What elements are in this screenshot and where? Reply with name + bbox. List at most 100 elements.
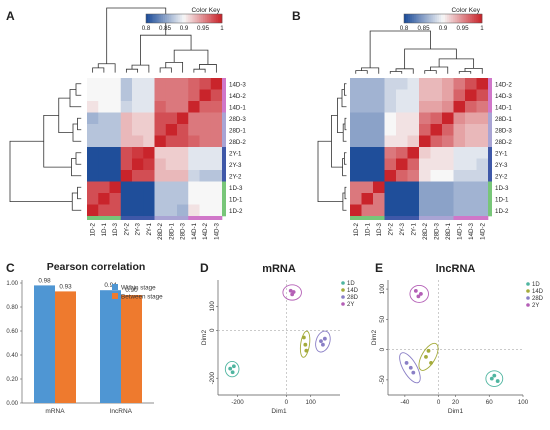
heatmap-cell bbox=[210, 135, 223, 148]
col-group-bar bbox=[87, 216, 99, 220]
heatmap-cell bbox=[350, 147, 362, 159]
group-ellipse bbox=[409, 284, 429, 303]
heatmap-cell bbox=[453, 124, 466, 136]
heatmap-cell bbox=[396, 158, 408, 171]
col-label: 1D-1 bbox=[364, 222, 371, 236]
heatmap-cell bbox=[132, 78, 144, 90]
data-point bbox=[492, 373, 497, 378]
color-key-swatch bbox=[404, 14, 407, 23]
heatmap-cell bbox=[419, 170, 431, 182]
heatmap-cell bbox=[407, 124, 420, 136]
color-key-swatch bbox=[462, 14, 465, 23]
color-key-swatch bbox=[411, 14, 415, 23]
col-group-bar bbox=[442, 216, 454, 220]
data-point bbox=[426, 348, 431, 353]
color-key-frame bbox=[145, 13, 223, 24]
heatmap-cell bbox=[384, 193, 397, 205]
dendrogram-branch bbox=[355, 70, 368, 74]
bar bbox=[34, 285, 55, 403]
color-key-swatch bbox=[206, 14, 209, 23]
heatmap-cell bbox=[407, 147, 420, 159]
y-tick-label: 0.40 bbox=[6, 353, 18, 359]
group-ellipse bbox=[224, 361, 240, 378]
heatmap-cell bbox=[120, 170, 133, 182]
heatmap-cell bbox=[210, 147, 223, 159]
color-key-swatch bbox=[437, 14, 440, 23]
col-label: 28D-3 bbox=[433, 222, 440, 239]
heatmap-cell bbox=[132, 89, 144, 102]
color-key-swatch bbox=[216, 14, 219, 23]
color-key-label: Color Key bbox=[451, 7, 480, 14]
heatmap-cell bbox=[188, 147, 200, 159]
row-label: 14D-2 bbox=[495, 81, 512, 88]
row-label: 28D-2 bbox=[495, 139, 512, 146]
row-group-bar bbox=[222, 89, 226, 102]
heatmap-cell bbox=[419, 193, 431, 205]
legend-marker bbox=[341, 295, 345, 299]
col-group-bar bbox=[407, 216, 420, 220]
heatmap-cell bbox=[361, 135, 374, 148]
data-point bbox=[419, 292, 423, 296]
heatmap-cell bbox=[453, 193, 466, 205]
col-label: 14D-1 bbox=[456, 222, 463, 239]
row-label: 1D-3 bbox=[229, 185, 243, 192]
color-key-swatch bbox=[157, 14, 160, 23]
heatmap-cell bbox=[87, 112, 99, 125]
heatmap-cell bbox=[350, 135, 362, 148]
heatmap-cell bbox=[143, 170, 155, 182]
heatmap-cell bbox=[465, 78, 477, 90]
row-label: 14D-2 bbox=[229, 93, 246, 100]
heatmap-cell bbox=[442, 147, 454, 159]
y-axis-label: Dim2 bbox=[371, 330, 378, 346]
col-label: 28D-1 bbox=[445, 222, 452, 239]
color-key-swatch bbox=[441, 14, 444, 23]
heatmap-cell bbox=[476, 181, 489, 194]
row-group-bar bbox=[488, 170, 492, 182]
heatmap-cell bbox=[210, 193, 223, 205]
color-key-swatch bbox=[199, 14, 202, 23]
heatmap-cell bbox=[430, 204, 443, 217]
group-ellipse bbox=[418, 342, 439, 371]
heatmap-cell bbox=[199, 112, 212, 125]
color-key-swatch bbox=[454, 14, 457, 23]
legend-marker bbox=[526, 282, 530, 286]
heatmap-cell bbox=[350, 181, 362, 194]
heatmap-cell bbox=[143, 101, 155, 113]
heatmap-cell bbox=[430, 181, 443, 194]
col-group-bar bbox=[384, 216, 397, 220]
heatmap-cell bbox=[177, 147, 189, 159]
row-label: 1D-2 bbox=[229, 208, 243, 215]
heatmap-cell bbox=[132, 204, 144, 217]
heatmap-cell bbox=[165, 89, 178, 102]
heatmap-cell bbox=[98, 181, 110, 194]
heatmap-cell bbox=[132, 101, 144, 113]
col-group-bar bbox=[476, 216, 489, 220]
row-label: 2Y-1 bbox=[229, 150, 242, 157]
heatmap-cell bbox=[350, 78, 362, 90]
heatmap-cell bbox=[373, 89, 385, 102]
col-label: 28D-2 bbox=[422, 222, 429, 239]
heatmap-cell bbox=[87, 101, 99, 113]
legend-label: 28D bbox=[347, 295, 359, 301]
dendrogram-branch bbox=[424, 70, 437, 74]
heatmap-cell bbox=[407, 170, 420, 182]
heatmap-cell bbox=[132, 147, 144, 159]
y-tick-label: -50 bbox=[379, 375, 386, 385]
col-group-bar bbox=[361, 216, 374, 220]
heatmap-cell bbox=[154, 135, 167, 148]
heatmap-cell bbox=[350, 112, 362, 125]
heatmap-cell bbox=[188, 89, 200, 102]
heatmap-cell bbox=[465, 101, 477, 113]
dendrogram-branch bbox=[317, 140, 343, 203]
color-key-swatch bbox=[155, 14, 158, 23]
color-key-swatch bbox=[170, 14, 173, 23]
heatmap-cell bbox=[430, 170, 443, 182]
heatmap-cell bbox=[120, 158, 133, 171]
heatmap-cell bbox=[407, 89, 420, 102]
heatmap-cell bbox=[384, 101, 397, 113]
heatmap-cell bbox=[87, 204, 99, 217]
col-label: 2Y-2 bbox=[387, 222, 394, 235]
heatmap-cell bbox=[165, 158, 178, 171]
